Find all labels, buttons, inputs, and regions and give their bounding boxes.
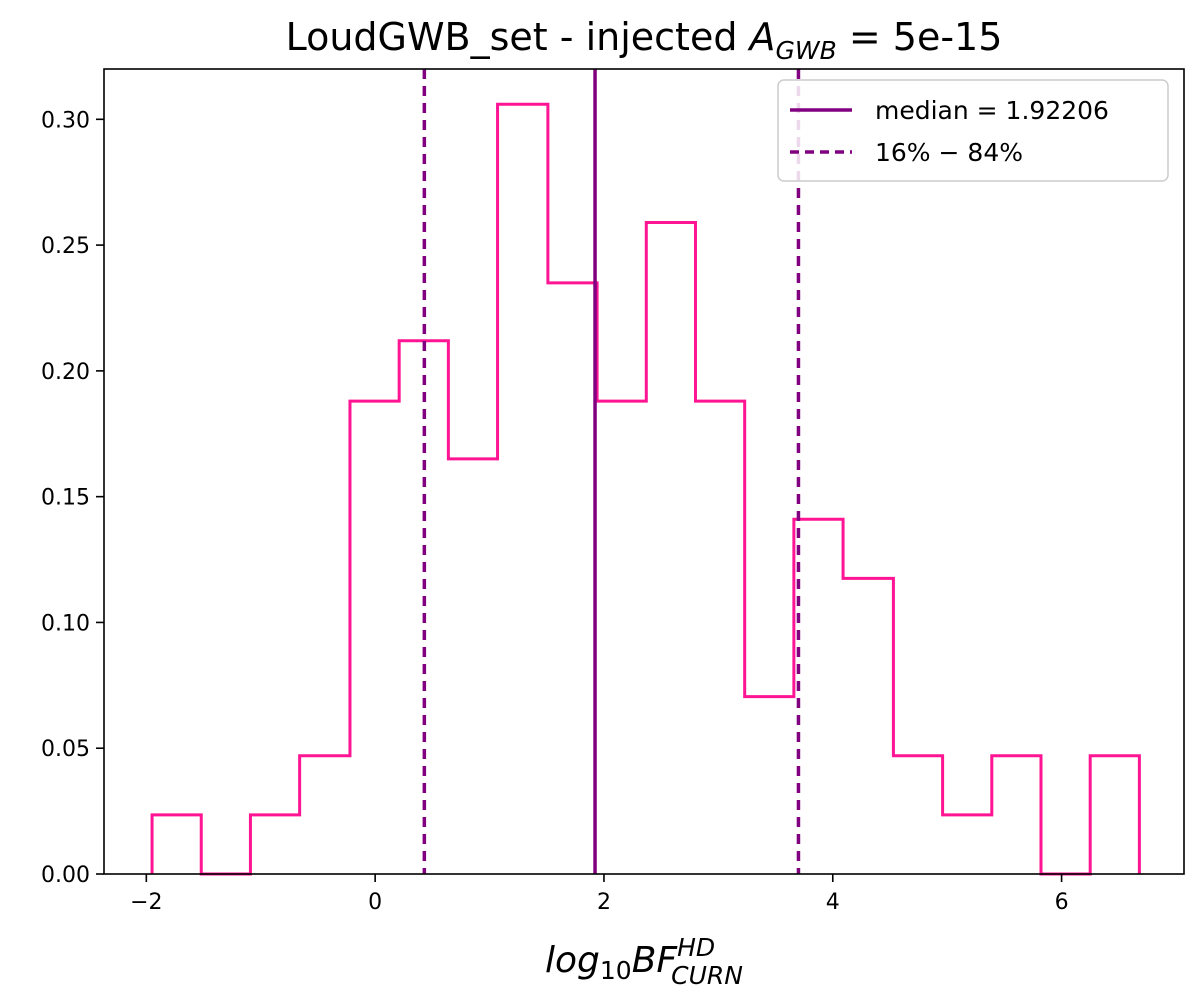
histogram-bar: [250, 815, 299, 874]
histogram-bar: [893, 756, 942, 874]
axes-frame: [103, 68, 1185, 875]
x-tick-label: 4: [826, 890, 840, 915]
x-tick-label: 6: [1055, 890, 1069, 915]
histogram-bar: [695, 401, 744, 874]
histogram-bar: [646, 222, 695, 874]
histogram-bar: [399, 341, 448, 874]
x-axis-label: log10BFHD CURN: [545, 933, 743, 989]
chart-title-symbol: A: [747, 15, 776, 59]
x-axis-ticks: −2 0 2 4 6: [130, 874, 1069, 915]
x-axis-label-sup: HD: [677, 933, 715, 962]
chart-title: LoudGWB_set - injected AGWB = 5e-15: [286, 15, 1003, 65]
chart-title-suffix: = 5e-15: [837, 15, 1003, 59]
x-tick-label: 2: [597, 890, 611, 915]
y-tick-label: 0.10: [41, 611, 90, 636]
legend-percentile-low: 16%: [875, 138, 931, 167]
legend-box: [777, 79, 1169, 182]
legend-percentile-high: 84%: [967, 138, 1023, 167]
histogram-bar: [498, 104, 548, 874]
histogram-bar: [350, 401, 399, 874]
legend-percentile-sep: −: [931, 138, 968, 167]
histogram-bar: [448, 459, 497, 874]
histogram-bar: [745, 697, 794, 874]
y-tick-label: 0.00: [41, 863, 90, 888]
histogram-bar: [300, 756, 350, 874]
plot-area: [150, 69, 1141, 876]
x-axis-label-main: BF: [632, 940, 679, 981]
histogram-bar: [548, 283, 597, 874]
legend-median-label: median = 1.92206: [875, 96, 1109, 125]
histogram-bar: [843, 578, 893, 874]
chart-title-prefix: LoudGWB_set - injected: [286, 15, 750, 59]
x-tick-label: −2: [130, 890, 162, 915]
y-axis-ticks: 0.00 0.05 0.10 0.15 0.20 0.25 0.30: [41, 108, 104, 888]
y-tick-label: 0.30: [41, 108, 90, 133]
legend-percentile-label: 16% − 84%: [875, 138, 1023, 167]
x-axis-label-base-sub: 10: [600, 956, 632, 985]
histogram-outline: [150, 102, 1141, 876]
histogram-bar: [152, 815, 201, 874]
histogram-bar: [597, 401, 646, 874]
legend: median = 1.92206 16% − 84%: [777, 79, 1169, 182]
histogram-bar: [943, 815, 992, 874]
y-tick-label: 0.20: [41, 360, 90, 385]
histogram-bar: [992, 756, 1041, 874]
histogram-bar: [794, 519, 843, 874]
y-tick-label: 0.15: [41, 486, 90, 511]
x-axis-label-base: log: [545, 940, 600, 981]
y-tick-label: 0.05: [41, 737, 90, 762]
chart-title-subscript: GWB: [776, 36, 837, 65]
x-axis-label-sub: CURN: [671, 961, 743, 989]
histogram-bar: [1090, 756, 1139, 874]
x-tick-label: 0: [368, 890, 382, 915]
y-tick-label: 0.25: [41, 234, 90, 259]
